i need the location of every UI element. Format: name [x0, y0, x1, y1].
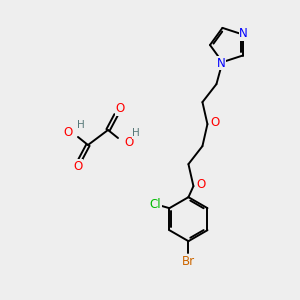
- Text: H: H: [77, 120, 85, 130]
- Text: N: N: [217, 57, 226, 70]
- Text: O: O: [197, 178, 206, 190]
- Text: Cl: Cl: [150, 198, 161, 211]
- Text: H: H: [132, 128, 140, 138]
- Text: O: O: [74, 160, 82, 172]
- Text: Br: Br: [182, 255, 195, 268]
- Text: O: O: [211, 116, 220, 129]
- Text: O: O: [116, 103, 124, 116]
- Text: N: N: [239, 27, 248, 40]
- Text: O: O: [124, 136, 134, 148]
- Text: O: O: [63, 125, 73, 139]
